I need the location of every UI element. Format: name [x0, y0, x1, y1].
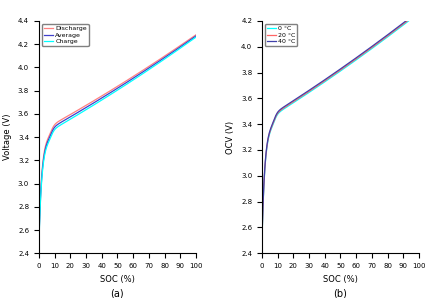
0 °C [353, 59, 358, 62]
Average [121, 83, 127, 86]
Discharge [190, 36, 195, 39]
Title: (a): (a) [111, 288, 124, 298]
Average [36, 240, 41, 243]
X-axis label: SOC (%): SOC (%) [323, 274, 358, 284]
20 °C [353, 58, 358, 61]
20 °C [388, 32, 393, 35]
20 °C [334, 71, 339, 74]
40 °C [388, 31, 393, 34]
Average [165, 54, 170, 57]
40 °C [344, 63, 349, 66]
Discharge [165, 52, 170, 56]
20 °C [413, 13, 418, 17]
Line: 0 °C: 0 °C [262, 13, 419, 241]
Charge [190, 38, 195, 42]
Legend: 0 °C, 20 °C, 40 °C: 0 °C, 20 °C, 40 °C [265, 24, 298, 46]
Discharge [194, 33, 199, 37]
Line: Average: Average [39, 36, 196, 242]
Line: 20 °C: 20 °C [262, 12, 419, 240]
40 °C [413, 12, 418, 15]
Average [112, 88, 117, 92]
0 °C [416, 11, 422, 15]
Charge [165, 55, 170, 59]
Average [111, 89, 116, 92]
40 °C [335, 69, 340, 73]
Line: Discharge: Discharge [39, 35, 196, 239]
Discharge [130, 75, 135, 79]
Charge [111, 91, 116, 94]
0 °C [335, 71, 340, 75]
Y-axis label: OCV (V): OCV (V) [226, 120, 235, 154]
40 °C [334, 70, 339, 73]
0 °C [334, 72, 339, 75]
Discharge [111, 87, 116, 91]
Average [194, 34, 199, 38]
40 °C [416, 9, 422, 13]
Title: (b): (b) [334, 288, 347, 298]
Average [130, 77, 135, 80]
Legend: Discharge, Average, Charge: Discharge, Average, Charge [42, 24, 89, 46]
20 °C [335, 70, 340, 74]
Average [190, 37, 195, 41]
Charge [194, 35, 199, 39]
40 °C [353, 57, 358, 60]
Discharge [36, 237, 41, 241]
0 °C [413, 14, 418, 18]
Charge [36, 243, 41, 246]
Discharge [121, 80, 127, 84]
X-axis label: SOC (%): SOC (%) [100, 274, 135, 284]
0 °C [344, 65, 349, 68]
20 °C [259, 239, 264, 242]
40 °C [259, 238, 264, 241]
0 °C [388, 33, 393, 36]
Y-axis label: Voltage (V): Voltage (V) [3, 114, 13, 160]
0 °C [259, 240, 264, 243]
20 °C [344, 63, 349, 67]
20 °C [416, 10, 422, 14]
Discharge [112, 86, 117, 90]
Charge [121, 84, 127, 88]
Charge [130, 79, 135, 82]
Line: Charge: Charge [39, 37, 196, 244]
Charge [112, 90, 117, 94]
Line: 40 °C: 40 °C [262, 11, 419, 239]
